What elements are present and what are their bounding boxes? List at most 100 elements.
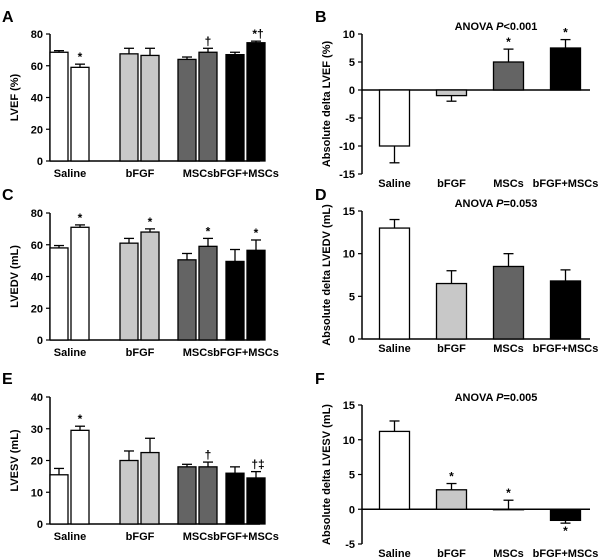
bar <box>198 245 218 341</box>
y-tick-label: 0 <box>37 156 43 168</box>
x-tick-label: MSCs <box>183 168 214 180</box>
bar <box>198 466 218 525</box>
x-tick-label: Saline <box>378 178 410 190</box>
y-tick-label: 10 <box>343 29 355 41</box>
bar <box>177 259 197 341</box>
significance-marker: * <box>206 224 211 238</box>
y-tick-label: 30 <box>31 424 43 436</box>
x-tick-label: bFGF <box>126 168 155 180</box>
significance-marker: * <box>506 486 511 500</box>
y-tick-label: 0 <box>37 335 43 347</box>
y-tick-label: 40 <box>31 93 43 105</box>
panel-f: F -5 0 5 10 15 Absolute delta LVESV (mL) ANOVA … <box>315 371 598 558</box>
bar <box>549 508 582 522</box>
bar <box>246 42 266 162</box>
x-tick-label: MSCs <box>493 178 524 190</box>
panel-c: C 0 20 40 60 80 LVEDV (mL) Saline bFGF MSCs bFGF+M… <box>2 187 279 359</box>
y-axis-label: LVEDV (mL) <box>9 245 21 308</box>
bar <box>549 47 582 91</box>
y-tick-label: 20 <box>31 303 43 315</box>
bar <box>225 260 245 341</box>
y-tick-label: 0 <box>349 334 355 346</box>
y-tick-label: 60 <box>31 61 43 73</box>
y-tick-label: -15 <box>339 169 355 181</box>
y-tick-label: 40 <box>31 272 43 284</box>
bar <box>49 247 69 341</box>
y-axis-label: Absolute delta LVEDV (mL) <box>321 204 333 346</box>
significance-marker: * <box>148 215 153 229</box>
y-tick-label: 15 <box>343 206 355 218</box>
x-tick-label: bFGF <box>126 347 155 359</box>
x-tick-label: bFGF+MSCs <box>213 531 279 543</box>
y-tick-label: 20 <box>31 456 43 468</box>
y-tick-label: 0 <box>349 504 355 516</box>
y-tick-label: 5 <box>349 57 355 69</box>
y-tick-label: 80 <box>31 208 43 220</box>
bar <box>49 51 69 162</box>
y-tick-label: 0 <box>37 519 43 531</box>
y-tick-label: 10 <box>31 487 43 499</box>
bar <box>140 54 160 162</box>
x-tick-label: Saline <box>378 343 410 355</box>
bar <box>119 242 139 341</box>
y-tick-label: 40 <box>31 392 43 404</box>
panel-b: B -15 -10 -5 0 5 10 Absolute delta LVEF (%) ANOV… <box>315 9 598 190</box>
significance-marker: * <box>563 26 568 40</box>
anova-annotation: ANOVA P<0.001 <box>455 21 538 33</box>
bar <box>492 61 525 91</box>
anova-annotation: ANOVA P=0.053 <box>455 198 538 210</box>
x-tick-label: bFGF+MSCs <box>533 343 598 355</box>
panel-letter: B <box>315 9 327 26</box>
y-tick-label: -10 <box>339 141 355 153</box>
significance-marker: * <box>449 470 454 484</box>
significance-marker: *† <box>252 27 263 41</box>
significance-marker: * <box>78 211 83 225</box>
significance-marker: † <box>205 448 212 462</box>
x-tick-label: bFGF+MSCs <box>533 548 598 558</box>
x-tick-label: MSCs <box>493 343 524 355</box>
bar <box>246 477 266 525</box>
significance-marker: * <box>78 50 83 64</box>
y-tick-label: 60 <box>31 240 43 252</box>
bar <box>119 459 139 525</box>
x-tick-label: bFGF+MSCs <box>213 168 279 180</box>
y-axis-label: LVESV (mL) <box>9 429 21 491</box>
x-tick-label: Saline <box>54 168 86 180</box>
bar <box>70 226 90 341</box>
panel-letter: C <box>2 187 14 204</box>
bar <box>225 53 245 162</box>
bar <box>198 51 218 162</box>
significance-marker: * <box>254 226 259 240</box>
x-tick-label: MSCs <box>183 347 214 359</box>
significance-marker: † <box>205 34 212 48</box>
x-tick-label: bFGF <box>437 178 466 190</box>
panel-letter: D <box>315 187 327 204</box>
panel-e: E 0 10 20 30 40 LVESV (mL) Saline bFGF MSCs bFGF+M… <box>2 371 279 543</box>
significance-marker: †‡ <box>251 458 264 472</box>
bar <box>435 89 468 97</box>
y-tick-label: 10 <box>343 435 355 447</box>
panel-a: A 0 20 40 60 80 LVEF (%) Saline bFGF MSCs bFGF+MSC… <box>2 9 279 180</box>
x-tick-label: MSCs <box>493 548 524 558</box>
x-tick-label: Saline <box>54 347 86 359</box>
y-tick-label: 15 <box>343 400 355 412</box>
y-axis-label: LVEF (%) <box>9 73 21 121</box>
bar <box>492 508 525 511</box>
y-tick-label: -5 <box>345 113 355 125</box>
x-tick-label: Saline <box>54 531 86 543</box>
panel-letter: E <box>2 371 13 388</box>
bar <box>435 282 468 340</box>
x-tick-label: bFGF+MSCs <box>213 347 279 359</box>
bar <box>378 89 411 147</box>
x-tick-label: Saline <box>378 548 410 558</box>
y-tick-label: 10 <box>343 249 355 261</box>
significance-marker: * <box>78 412 83 426</box>
bar <box>140 451 160 525</box>
bar <box>246 249 266 341</box>
y-tick-label: 0 <box>349 85 355 97</box>
bar <box>49 474 69 525</box>
y-tick-label: 5 <box>349 470 355 482</box>
bar <box>70 429 90 525</box>
significance-marker: * <box>506 35 511 49</box>
